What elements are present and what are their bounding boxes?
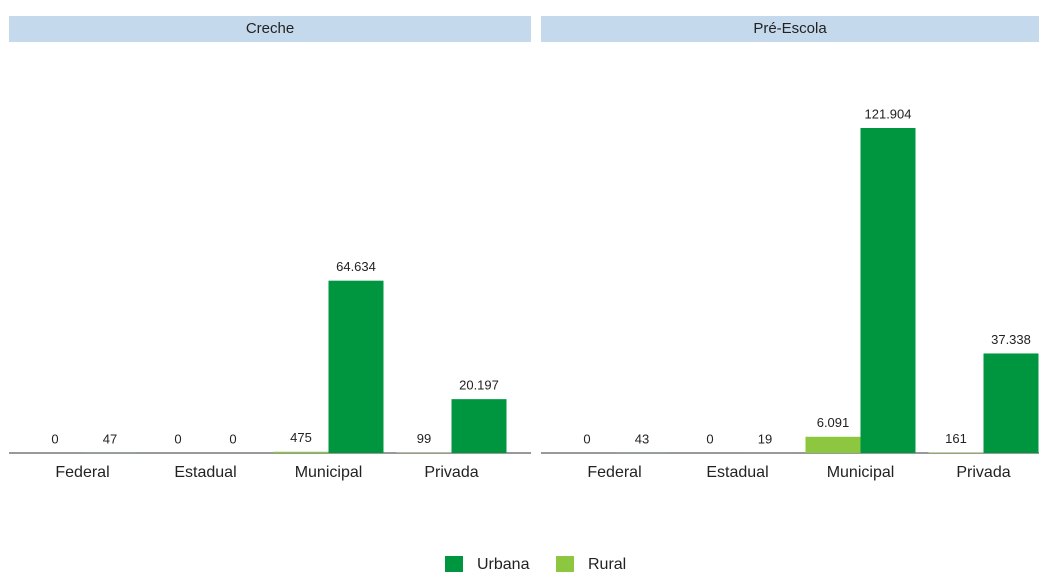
legend-label: Urbana [477, 556, 530, 572]
value-label: 0 [174, 431, 181, 446]
x-tick-label: Municipal [827, 464, 895, 481]
panel-header [9, 16, 531, 42]
x-tick-label: Privada [424, 464, 478, 481]
value-label: 0 [51, 431, 58, 446]
bar [860, 128, 916, 453]
panel-title: Pré-Escola [753, 20, 827, 37]
value-label: 0 [583, 431, 590, 446]
value-label: 161 [945, 431, 967, 446]
panel-header [541, 16, 1039, 42]
legend-swatch [445, 556, 463, 572]
x-tick-label: Estadual [174, 464, 236, 481]
value-label: 64.634 [336, 259, 376, 274]
value-label: 0 [229, 431, 236, 446]
bar [805, 436, 861, 453]
value-label: 19 [758, 431, 772, 446]
bar [273, 451, 329, 453]
bar [983, 353, 1039, 453]
bar [451, 399, 507, 453]
value-label: 43 [635, 431, 649, 446]
panel-title: Creche [246, 20, 294, 37]
bar [328, 280, 384, 453]
value-label: 121.904 [865, 106, 912, 121]
value-label: 0 [706, 431, 713, 446]
value-label: 37.338 [991, 332, 1031, 347]
x-tick-label: Municipal [295, 464, 363, 481]
value-label: 47 [103, 431, 117, 446]
legend-swatch [556, 556, 574, 572]
x-tick-label: Federal [587, 464, 641, 481]
legend-label: Rural [588, 556, 626, 572]
value-label: 99 [417, 431, 431, 446]
x-tick-label: Federal [55, 464, 109, 481]
x-tick-label: Privada [956, 464, 1010, 481]
value-label: 20.197 [459, 378, 499, 393]
x-tick-label: Estadual [706, 464, 768, 481]
value-label: 6.091 [817, 415, 850, 430]
value-label: 475 [290, 430, 312, 445]
